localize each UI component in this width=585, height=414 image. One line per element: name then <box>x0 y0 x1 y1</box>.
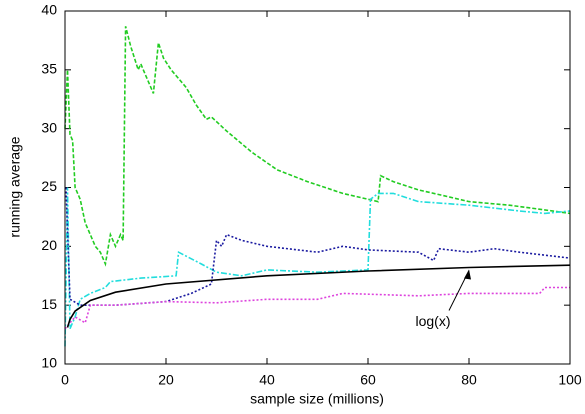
x-tick-label: 100 <box>558 372 582 388</box>
y-tick-label: 30 <box>41 119 57 135</box>
x-tick-label: 20 <box>158 372 174 388</box>
y-axis-label: running average <box>7 136 23 237</box>
y-tick-label: 35 <box>41 61 57 77</box>
annotation-label: log(x) <box>415 313 450 329</box>
y-tick-label: 10 <box>41 355 57 371</box>
x-tick-label: 0 <box>61 372 69 388</box>
line-series <box>66 264 571 328</box>
x-tick-label: 60 <box>360 372 376 388</box>
line-series <box>64 286 570 330</box>
x-tick-label: 40 <box>259 372 275 388</box>
line-series <box>64 26 571 267</box>
y-tick-label: 40 <box>41 2 57 18</box>
y-tick-label: 15 <box>41 296 57 312</box>
x-axis-label: sample size (millions) <box>250 391 384 407</box>
plot-frame <box>64 10 571 365</box>
x-tick-label: 80 <box>461 372 477 388</box>
y-tick-label: 20 <box>41 237 57 253</box>
y-tick-label: 25 <box>41 178 57 194</box>
annotation-arrowhead <box>464 269 471 280</box>
